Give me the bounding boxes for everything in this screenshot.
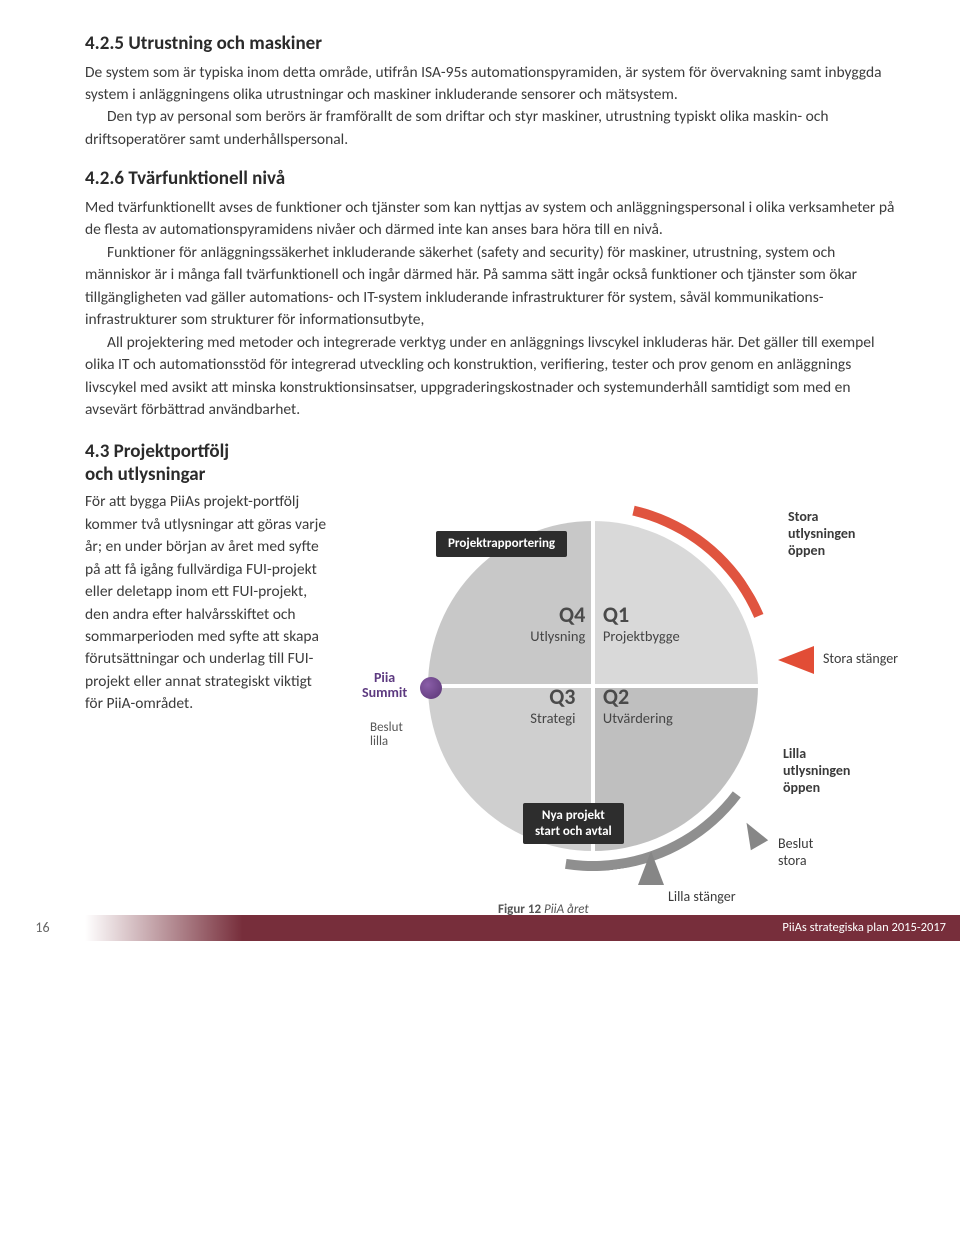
lilla-open-l3: öppen (783, 779, 820, 796)
q2-label: Utvärdering (603, 709, 673, 727)
q4-q: Q4 (530, 604, 585, 626)
heading-43-l2: och utlysningar (85, 463, 205, 486)
footer-bar: PiiAs strategiska plan 2015-2017 (85, 915, 960, 941)
q2-q: Q2 (603, 686, 673, 708)
piia-summit-label: Piia Summit (362, 671, 407, 700)
beslut-lilla-l2: lilla (370, 734, 388, 749)
lilla-open-l2: utlysningen (783, 762, 850, 779)
pie-wrap: Q4 Utlysning Q1 Projektbygge Q3 Strategi… (428, 521, 758, 851)
beslut-lilla-label: Beslut lilla (370, 721, 403, 750)
q4-label: Utlysning (530, 627, 585, 645)
para-425-2: Den typ av personal som berörs är framfö… (85, 106, 900, 151)
purple-dot-icon (420, 677, 442, 699)
q3-q: Q3 (530, 686, 575, 708)
page-number: 16 (0, 918, 85, 938)
arrow-stora-stanger-icon (778, 646, 814, 674)
summit-l2: Summit (362, 684, 407, 701)
stora-open-l3: öppen (788, 542, 825, 559)
quadrant-q2: Q2 Utvärdering (603, 686, 673, 729)
box-bot-l2: start och avtal (535, 824, 612, 839)
section-425: 4.2.5 Utrustning och maskiner De system … (85, 30, 900, 151)
q1-label: Projektbygge (603, 627, 680, 645)
para-426-3: All projektering med metoder och integre… (85, 332, 900, 422)
section-426: 4.2.6 Tvärfunktionell nivå Med tvärfunkt… (85, 165, 900, 421)
quadrant-q1: Q1 Projektbygge (603, 604, 680, 647)
para-426-1: Med tvärfunktionellt avses de funktioner… (85, 197, 900, 242)
lower-row: För att bygga PiiAs projekt-portfölj kom… (85, 491, 900, 921)
text-column: För att bygga PiiAs projekt-portfölj kom… (85, 491, 330, 716)
stora-open-l2: utlysningen (788, 525, 855, 542)
beslut-stora-label: Beslut stora (778, 836, 813, 870)
diagram-piia-year: Q4 Utlysning Q1 Projektbygge Q3 Strategi… (348, 491, 900, 921)
beslut-stora-l1: Beslut (778, 835, 813, 852)
stora-open-label: Stora utlysningen öppen (788, 509, 855, 559)
heading-425: 4.2.5 Utrustning och maskiner (85, 30, 900, 58)
heading-43-l1: 4.3 Projektportfölj (85, 440, 229, 463)
quadrant-q4: Q4 Utlysning (530, 604, 585, 647)
q3-label: Strategi (530, 709, 575, 727)
box-nya-projekt: Nya projekt start och avtal (523, 803, 624, 844)
box-bot-l1: Nya projekt (542, 808, 605, 823)
quadrant-q3: Q3 Strategi (530, 686, 575, 729)
heading-43: 4.3 Projektportfölj och utlysningar (85, 440, 900, 488)
page-footer: 16 PiiAs strategiska plan 2015-2017 (0, 915, 960, 941)
lilla-close-label: Lilla stänger (668, 889, 736, 906)
para-426-2: Funktioner för anläggningssäkerhet inklu… (85, 242, 900, 332)
beslut-stora-l2: stora (778, 852, 807, 869)
lilla-open-l1: Lilla (783, 745, 806, 762)
para-43-1: För att bygga PiiAs projekt-portfölj kom… (85, 491, 330, 716)
q1-q: Q1 (603, 604, 680, 626)
para-425-1: De system som är typiska inom detta områ… (85, 62, 900, 107)
pie-chart (428, 521, 758, 851)
box-projektrapportering: Projektrapportering (436, 531, 567, 557)
lilla-open-label: Lilla utlysningen öppen (783, 746, 850, 796)
beslut-lilla-l1: Beslut (370, 720, 403, 735)
heading-426: 4.2.6 Tvärfunktionell nivå (85, 165, 900, 193)
stora-open-l1: Stora (788, 508, 818, 525)
stora-close-label: Stora stänger (823, 651, 898, 668)
arrow-lilla-stanger-icon (638, 851, 664, 885)
